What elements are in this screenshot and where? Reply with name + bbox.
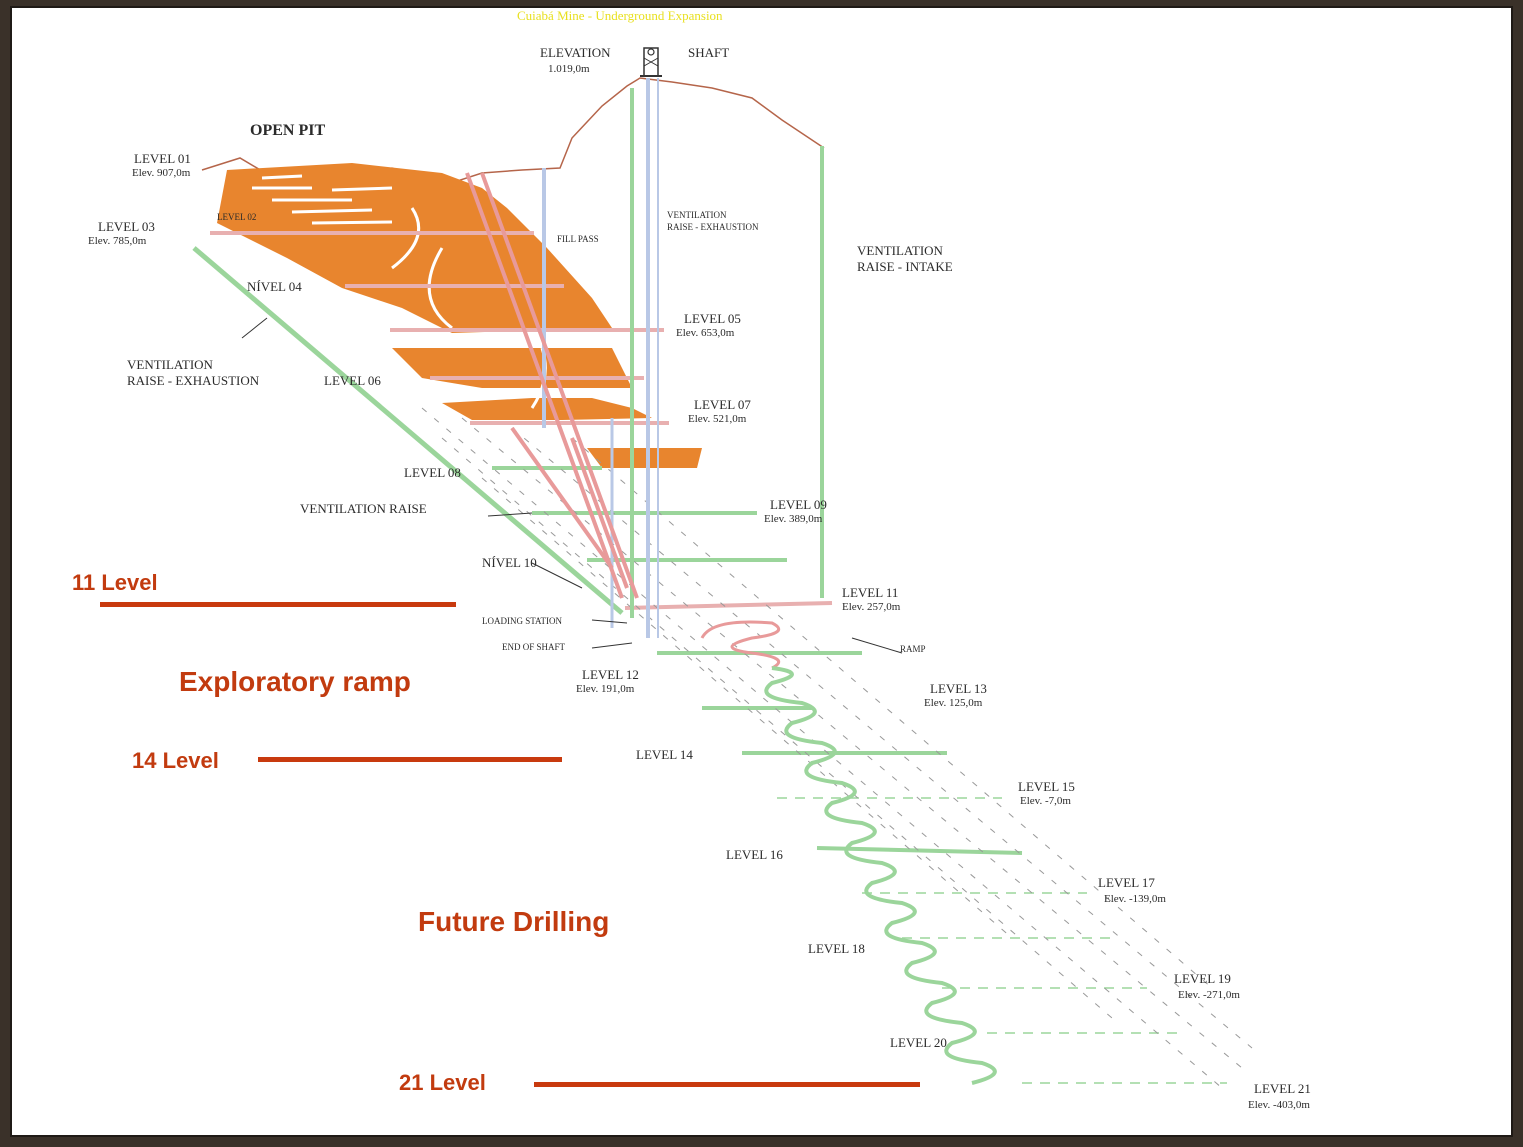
level14-label: LEVEL 14 xyxy=(636,747,693,762)
diagram-canvas: Cuiabá Mine - Underground Expansion xyxy=(10,6,1513,1137)
annotation-21-level-line xyxy=(534,1082,920,1087)
spiral-ramp-upper xyxy=(700,620,781,670)
level12-label: LEVEL 12 xyxy=(582,667,639,682)
level07-elev: Elev. 521,0m xyxy=(688,413,747,425)
level06-label: LEVEL 06 xyxy=(324,373,381,388)
level05-elev: Elev. 653,0m xyxy=(676,327,735,339)
vent-raise-exhaust-left-2: RAISE - EXHAUSTION xyxy=(127,373,260,388)
level21-label: LEVEL 21 xyxy=(1254,1081,1311,1096)
level17-elev: Elev. -139,0m xyxy=(1104,893,1166,905)
vent-raise-intake-1: VENTILATION xyxy=(857,243,943,258)
level18-label: LEVEL 18 xyxy=(808,941,865,956)
level15-label: LEVEL 15 xyxy=(1018,779,1075,794)
ventilation-raise-exhaustion-left xyxy=(192,246,624,615)
nivel04-label: NÍVEL 04 xyxy=(247,279,302,294)
headframe-icon xyxy=(640,47,662,77)
level17-label: LEVEL 17 xyxy=(1098,875,1155,890)
annotation-11-level-line xyxy=(100,602,456,607)
level-drifts xyxy=(210,231,833,611)
level02-label: LEVEL 02 xyxy=(217,212,257,222)
level03-elev: Elev. 785,0m xyxy=(88,235,147,247)
annotation-exploratory-ramp: Exploratory ramp xyxy=(179,666,411,697)
future-levels xyxy=(777,797,1227,1084)
diagram-title: Cuiabá Mine - Underground Expansion xyxy=(517,8,723,23)
nivel10-label: NÍVEL 10 xyxy=(482,555,537,570)
level15-elev: Elev. -7,0m xyxy=(1020,795,1071,807)
level03-label: LEVEL 03 xyxy=(98,219,155,234)
orebody-hatching xyxy=(421,407,1253,1089)
main-ramp xyxy=(465,172,639,599)
annotation-future-drilling: Future Drilling xyxy=(418,906,610,937)
level13-label: LEVEL 13 xyxy=(930,681,987,696)
level09-label: LEVEL 09 xyxy=(770,497,827,512)
annotation-14-level-line xyxy=(258,757,562,762)
ventilation-raise-label: VENTILATION RAISE xyxy=(300,501,427,516)
ore-body xyxy=(217,163,702,468)
lower-level-drifts xyxy=(492,466,1023,855)
level19-elev: Elev. -271,0m xyxy=(1178,989,1240,1001)
annotation-21-level: 21 Level xyxy=(399,1070,486,1095)
loading-station-label: LOADING STATION xyxy=(482,616,563,626)
ramp-label: RAMP xyxy=(900,644,926,654)
leader-lines xyxy=(487,512,903,654)
level05-label: LEVEL 05 xyxy=(684,311,741,326)
annotation-11-level: 11 Level xyxy=(72,570,158,595)
shaft-label: SHAFT xyxy=(688,45,730,60)
level13-elev: Elev. 125,0m xyxy=(924,697,983,709)
level12-elev: Elev. 191,0m xyxy=(576,683,635,695)
end-of-shaft-label: END OF SHAFT xyxy=(502,642,566,652)
level21-elev: Elev. -403,0m xyxy=(1248,1099,1310,1111)
elevation-value: 1.019,0m xyxy=(548,63,590,75)
vent-raise-exhaust-left-1: VENTILATION xyxy=(127,357,213,372)
vent-raise-exhaust-top-1: VENTILATION xyxy=(667,210,727,220)
exploratory-ramp xyxy=(764,666,997,1085)
mine-cross-section xyxy=(192,47,1253,1089)
fill-pass-label: FILL PASS xyxy=(557,234,599,244)
level01-elev: Elev. 907,0m xyxy=(132,167,191,179)
vent-raise-exhaust-top-2: RAISE - EXHAUSTION xyxy=(667,222,759,232)
annotation-14-level: 14 Level xyxy=(132,748,219,773)
vent-raise-intake-2: RAISE - INTAKE xyxy=(857,259,953,274)
level11-elev: Elev. 257,0m xyxy=(842,601,901,613)
level11-label: LEVEL 11 xyxy=(842,585,899,600)
level09-elev: Elev. 389,0m xyxy=(764,513,823,525)
level08-label: LEVEL 08 xyxy=(404,465,461,480)
elevation-title: ELEVATION xyxy=(540,45,611,60)
level19-label: LEVEL 19 xyxy=(1174,971,1231,986)
level20-label: LEVEL 20 xyxy=(890,1035,947,1050)
level16-label: LEVEL 16 xyxy=(726,847,783,862)
level01-label: LEVEL 01 xyxy=(134,151,191,166)
open-pit-label: OPEN PIT xyxy=(250,122,326,139)
level07-label: LEVEL 07 xyxy=(694,397,751,412)
